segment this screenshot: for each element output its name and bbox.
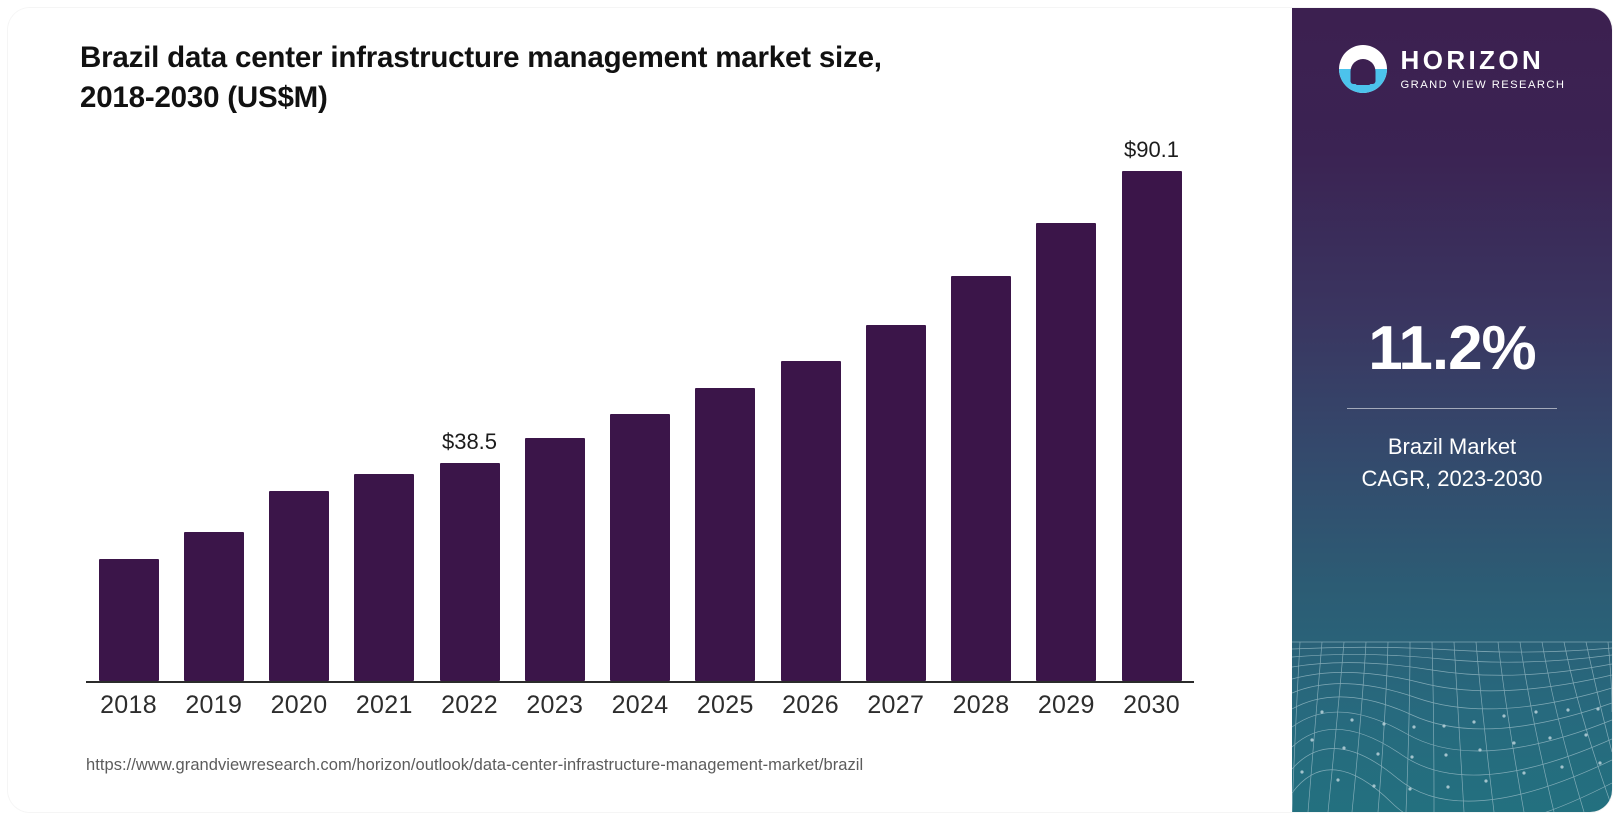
bar-series: $38.5 $90.1 (86, 137, 1194, 681)
cagr-description: Brazil Market CAGR, 2023-2030 (1361, 434, 1543, 491)
x-axis-label-2025: 2025 (696, 691, 754, 719)
x-axis-label-2030: 2030 (1123, 691, 1180, 719)
bar-2022[interactable] (439, 463, 500, 681)
bar-slot (598, 138, 683, 681)
cagr-divider (1347, 408, 1557, 409)
x-axis-label-2026: 2026 (782, 691, 839, 719)
bar-slot (86, 138, 171, 681)
brand-tagline: GRAND VIEW RESEARCH (1400, 78, 1566, 91)
bar-2025[interactable] (695, 388, 756, 681)
x-axis-label-2020: 2020 (270, 691, 328, 719)
x-axis-label-2028: 2028 (952, 691, 1010, 719)
bar-slot (683, 138, 768, 681)
x-axis-label-2027: 2027 (867, 691, 925, 719)
bar-2024[interactable] (610, 414, 670, 681)
bar-slot: $90.1 (1109, 137, 1194, 681)
bar-2021[interactable] (354, 473, 415, 681)
logo-sun-dome-shape (1350, 59, 1376, 85)
bar-2029[interactable] (1036, 223, 1097, 681)
chart-pane: Brazil data center infrastructure manage… (8, 8, 1292, 812)
bar-slot (1024, 138, 1109, 681)
report-card: Brazil data center infrastructure manage… (8, 8, 1612, 812)
logo-bar-upper (1351, 74, 1374, 78)
horizon-sunset-circle-icon (1338, 45, 1387, 93)
bar-2018[interactable] (98, 558, 159, 681)
wireframe-mesh-landscape-icon (1292, 641, 1612, 812)
bar-2027[interactable] (865, 325, 926, 681)
bar-value-label: $38.5 (441, 429, 498, 455)
logo-bar-lower (1355, 81, 1371, 85)
x-axis-label-2023: 2023 (526, 691, 584, 719)
bar-slot (939, 138, 1024, 681)
bar-value-label: $90.1 (1123, 137, 1180, 163)
bar-2030[interactable] (1121, 171, 1182, 681)
bar-slot (342, 138, 427, 681)
x-axis-labels: 2018 2019 2020 2021 2022 2023 2024 2025 2026 2027… (86, 691, 1194, 720)
chart-title: Brazil data center infrastructure manage… (80, 41, 882, 115)
bar-slot (171, 138, 256, 681)
bar-slot (257, 138, 342, 681)
brand-sidebar: HORIZON GRAND VIEW RESEARCH 11.2% Brazil… (1292, 8, 1612, 812)
x-axis-label-2019: 2019 (185, 691, 243, 719)
x-axis-label-2024: 2024 (611, 691, 669, 719)
brand-name: HORIZON (1400, 45, 1545, 76)
source-url[interactable]: https://www.grandviewresearch.com/horizo… (86, 756, 864, 774)
bar-2023[interactable] (524, 438, 585, 681)
bar-slot: $38.5 (427, 138, 512, 681)
bar-2028[interactable] (951, 276, 1011, 681)
brand-logo: HORIZON GRAND VIEW RESEARCH (1292, 34, 1612, 104)
brand-logo-text: HORIZON GRAND VIEW RESEARCH (1400, 45, 1566, 91)
x-axis-line (86, 681, 1194, 683)
bar-2020[interactable] (269, 490, 329, 681)
bar-slot (768, 138, 853, 681)
bar-2019[interactable] (183, 532, 244, 681)
bar-2026[interactable] (780, 360, 841, 681)
bar-slot (512, 138, 597, 681)
x-axis-label-2021: 2021 (355, 691, 413, 719)
cagr-value: 11.2% (1368, 314, 1536, 383)
x-axis-label-2022: 2022 (441, 691, 498, 719)
x-axis-label-2018: 2018 (100, 691, 157, 719)
cagr-block: 11.2% Brazil Market CAGR, 2023-2030 (1292, 318, 1612, 495)
x-axis-label-2029: 2029 (1037, 691, 1095, 719)
bar-slot (853, 138, 938, 681)
